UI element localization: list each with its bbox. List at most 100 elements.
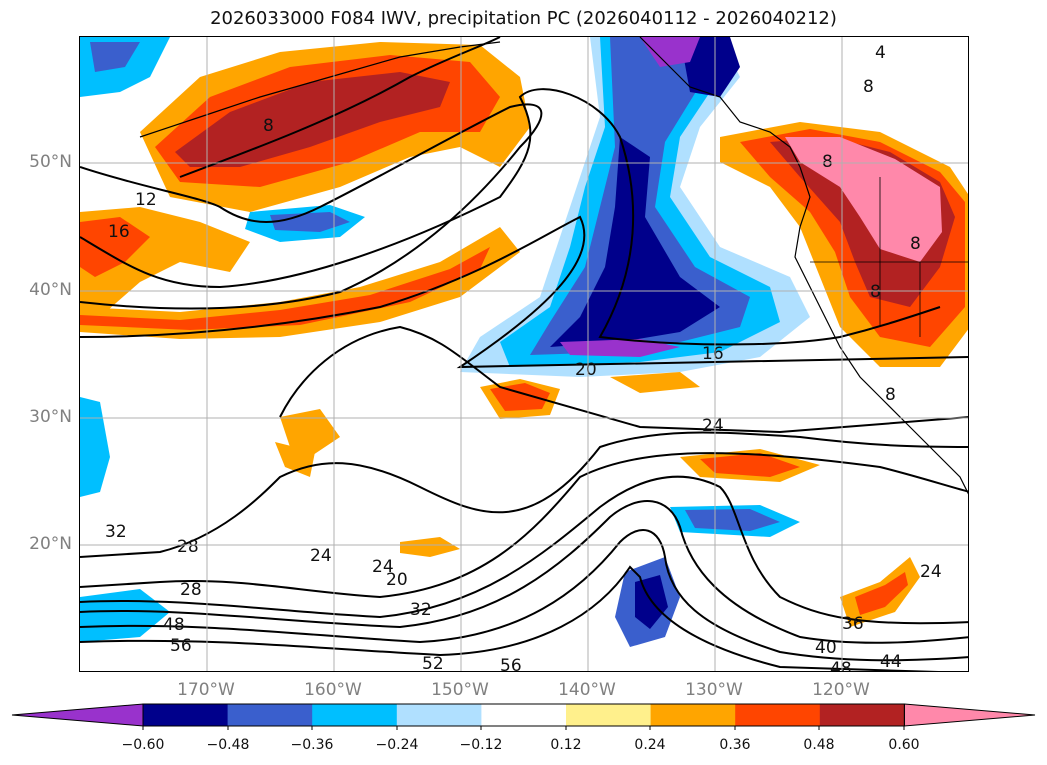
precip-region-orange-s20 xyxy=(400,537,460,557)
colorbar-tick-marks xyxy=(142,726,905,730)
contour-label: 4 xyxy=(875,43,886,63)
contour-label: 8 xyxy=(863,77,874,97)
contour-label: 8 xyxy=(870,282,881,302)
lon-label-130w: 130°W xyxy=(685,680,743,700)
graticule-layer xyxy=(80,37,968,671)
colorbar-tick-label: −0.48 xyxy=(206,737,250,753)
contour-label: 8 xyxy=(263,116,274,136)
lon-label-150w: 150°W xyxy=(431,680,489,700)
precip-region-orange-mid2 xyxy=(610,372,700,393)
colorbar-swatch xyxy=(312,704,398,726)
contour-label: 52 xyxy=(422,654,444,672)
colorbar-swatch xyxy=(143,704,229,726)
contour-label: 28 xyxy=(180,580,202,600)
precip-region-darkblue-nw xyxy=(90,42,140,72)
precip-region-blue-sw xyxy=(80,589,170,642)
lat-label-40n: 40°N xyxy=(29,280,72,300)
lat-label-20n: 20°N xyxy=(29,534,72,554)
colorbar-tick-label: −0.12 xyxy=(459,737,503,753)
colorbar-extend-min xyxy=(11,703,144,727)
contour-label: 44 xyxy=(880,652,902,672)
precip-region-red-band xyxy=(80,247,490,330)
colorbar-swatch xyxy=(819,704,905,726)
contour-label: 28 xyxy=(177,537,199,557)
colorbar-extend-max xyxy=(903,703,1036,727)
map-canvas: 4 8 8 8 8 8 8 12 16 16 20 20 24 24 24 24… xyxy=(80,37,968,672)
contour-label: 20 xyxy=(386,570,408,590)
contour-label: 56 xyxy=(170,636,192,656)
contour-label: 24 xyxy=(372,557,394,577)
precip-region-pink-ne xyxy=(785,137,942,262)
precip-region-orange-band xyxy=(80,227,520,339)
colorbar-swatch xyxy=(227,704,313,726)
colorbar-tick-label: 0.12 xyxy=(550,737,582,753)
contour-label: 56 xyxy=(500,656,522,672)
contour-line-16 xyxy=(80,88,941,346)
colorbar-swatch xyxy=(735,704,821,726)
precip-fill-layer xyxy=(80,37,968,647)
contour-line-40 xyxy=(80,500,968,644)
contour-label: 24 xyxy=(920,562,942,582)
coastline-na-west xyxy=(794,166,968,495)
precip-region-cyan-west30 xyxy=(80,397,110,497)
precip-region-darkred-aleutian xyxy=(175,72,450,167)
colorbar-swatch xyxy=(566,704,652,726)
colorbar-outline xyxy=(142,703,905,727)
contour-line-24 xyxy=(279,325,968,434)
coastline-alaska xyxy=(639,37,801,168)
precip-region-orange-west30 xyxy=(280,409,340,457)
precip-region-navy-top xyxy=(680,37,740,97)
contour-label: 24 xyxy=(310,546,332,566)
map-frame[interactable]: 4 8 8 8 8 8 8 12 16 16 20 20 24 24 24 24… xyxy=(79,36,969,672)
contour-label: 20 xyxy=(575,360,597,380)
contour-label: 8 xyxy=(910,234,921,254)
precip-region-purple-tongue xyxy=(560,339,680,357)
precip-region-red-mid1 xyxy=(490,383,550,411)
contour-line-36 xyxy=(80,475,968,625)
colorbar-tick-label: −0.60 xyxy=(121,737,165,753)
colorbar-swatch xyxy=(650,704,736,726)
coastline-aleutian xyxy=(139,41,501,138)
precip-region-darkblue-central xyxy=(270,212,350,232)
colorbar-swatch xyxy=(396,704,482,726)
colorbar-tick-label: 0.60 xyxy=(888,737,920,753)
contour-label: 8 xyxy=(885,385,896,405)
precip-region-navy-tongue xyxy=(550,137,720,347)
contour-label: 48 xyxy=(830,659,852,672)
contour-line-8 xyxy=(179,37,501,178)
border-states xyxy=(879,177,921,337)
contour-line-56 xyxy=(80,565,939,671)
iwv-contour-layer xyxy=(80,37,968,671)
contour-label: 16 xyxy=(702,344,724,364)
colorbar-tick-label: −0.24 xyxy=(375,737,419,753)
contour-label: 36 xyxy=(842,614,864,634)
contour-label: 40 xyxy=(815,638,837,658)
coastline-layer xyxy=(139,37,968,495)
contour-label: 24 xyxy=(702,416,724,436)
contour-label: 12 xyxy=(135,190,157,210)
colorbar-tick-label: 0.36 xyxy=(719,737,751,753)
lon-label-120w: 120°W xyxy=(812,680,870,700)
lon-label-160w: 160°W xyxy=(304,680,362,700)
contour-label: 32 xyxy=(410,600,432,620)
precip-region-red-west xyxy=(80,217,150,277)
contour-label: 8 xyxy=(822,152,833,172)
contour-line-28 xyxy=(80,431,968,558)
colorbar-tick-label: −0.36 xyxy=(290,737,334,753)
contour-line-20 xyxy=(80,215,968,369)
contour-label-layer: 4 8 8 8 8 8 8 12 16 16 20 20 24 24 24 24… xyxy=(105,43,942,672)
contour-label: 32 xyxy=(105,522,127,542)
lat-label-30n: 30°N xyxy=(29,407,72,427)
colorbar-tick-label: 0.24 xyxy=(634,737,666,753)
contour-line-32 xyxy=(80,452,968,599)
precip-region-red-mid3 xyxy=(700,453,800,477)
precip-region-purple-top xyxy=(640,37,700,67)
lon-label-170w: 170°W xyxy=(177,680,235,700)
precip-region-blue-mid xyxy=(685,509,780,531)
precip-region-red-se xyxy=(855,572,908,615)
colorbar-tick-label: 0.48 xyxy=(803,737,835,753)
contour-label: 48 xyxy=(163,615,185,635)
page-title: 2026033000 F084 IWV, precipitation PC (2… xyxy=(210,8,837,29)
contour-line-48 xyxy=(80,529,968,662)
lat-label-50n: 50°N xyxy=(29,152,72,172)
